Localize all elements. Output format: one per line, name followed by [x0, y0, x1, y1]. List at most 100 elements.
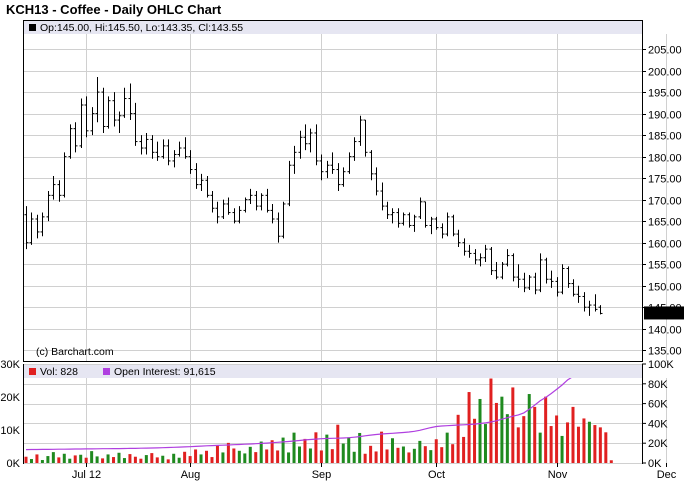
volume-bar [90, 451, 94, 463]
ohlc-bar [215, 201, 220, 224]
open-interest-line [25, 370, 634, 451]
ohlc-bar [298, 130, 303, 159]
volume-bar [287, 452, 291, 463]
volume-bar [73, 455, 77, 463]
volume-bar [122, 458, 126, 463]
ohlc-bar [40, 212, 45, 237]
volume-bar [330, 449, 334, 463]
ohlc-bar [429, 216, 434, 235]
price-y-tick-label: 140.00 [648, 325, 682, 337]
volume-bar [270, 440, 274, 463]
volume-bar [456, 414, 460, 463]
volume-bar [396, 447, 400, 463]
volume-bar [292, 432, 296, 463]
ohlc-bar [232, 208, 237, 224]
price-panel [23, 20, 643, 362]
volume-bar [161, 455, 165, 463]
volume-bar [511, 387, 515, 463]
volume-bar [314, 432, 318, 463]
volume-bar [188, 456, 192, 463]
volume-bar [308, 448, 312, 463]
ohlc-bar [374, 167, 379, 196]
x-tick-label: Oct [428, 469, 445, 481]
ohlc-bar [205, 175, 210, 198]
volume-bar [144, 455, 148, 463]
ohlc-bar [566, 266, 571, 288]
volume-bar [259, 441, 263, 463]
volume-bar [51, 452, 55, 463]
ohlc-bar [303, 124, 308, 151]
ohlc-bar [183, 137, 188, 159]
volume-bar [248, 446, 252, 463]
ohlc-bar [489, 246, 494, 275]
volume-bar [609, 460, 613, 463]
volume-bar [451, 444, 455, 463]
last-price-badge [644, 306, 684, 320]
volume-bar [598, 427, 602, 463]
price-y-axis: 135.00140.00145.00150.00155.00160.00165.… [642, 45, 682, 358]
x-tick-label: Dec [657, 469, 677, 481]
volume-legend-box [24, 365, 642, 378]
ohlc-bar [401, 212, 406, 226]
volume-bar [500, 396, 504, 463]
ohlc-bar [358, 115, 363, 146]
oi-y-tick-label: 40K [648, 418, 668, 430]
volume-bar [79, 454, 83, 463]
volume-bar [407, 452, 411, 463]
ohlc-bar [363, 119, 368, 157]
price-y-tick-label: 190.00 [648, 110, 682, 122]
ohlc-bar [128, 83, 133, 121]
volume-y-tick-label: 30K [0, 359, 20, 371]
price-legend-marker [29, 24, 36, 31]
ohlc-bar [369, 150, 374, 181]
ohlc-bar [319, 154, 324, 181]
volume-bar [194, 449, 198, 463]
ohlc-bar [172, 150, 177, 168]
volume-bar [177, 457, 181, 463]
ohlc-bar [57, 180, 62, 202]
x-tick-label: Nov [548, 469, 568, 481]
volume-bar [478, 398, 482, 463]
ohlc-bar [451, 214, 456, 237]
ohlc-bar [254, 191, 259, 211]
ohlc-bar [576, 285, 581, 303]
ohlc-bar [237, 206, 242, 224]
volume-bar [24, 456, 28, 463]
ohlc-bar [292, 145, 297, 174]
volume-y-tick-label: 20K [0, 392, 20, 404]
ohlc-bar [221, 199, 226, 220]
ohlc-bar [101, 87, 106, 133]
ohlc-bar [144, 132, 149, 155]
ohlc-bar [352, 137, 357, 161]
ohlc-bar [150, 135, 155, 159]
oi-y-tick-label: 0K [648, 458, 662, 470]
ohlc-bar [522, 272, 527, 293]
ohlc-bar [423, 201, 428, 228]
ohlc-bar [314, 124, 319, 166]
ohlc-bar [29, 212, 34, 245]
ohlc-bar [478, 253, 483, 267]
ohlc-bar [538, 253, 543, 293]
price-y-tick-label: 205.00 [648, 45, 682, 57]
volume-bar [560, 435, 564, 463]
oi-y-tick-label: 60K [648, 399, 668, 411]
volume-bar [215, 445, 219, 463]
oi-y-tick-label: 20K [648, 438, 668, 450]
volume-bar [155, 457, 159, 463]
ohlc-bar [117, 111, 122, 133]
vol-legend-marker [29, 368, 36, 375]
ohlc-bar [46, 191, 51, 222]
ohlc-bar [462, 238, 467, 256]
ohlc-bar [194, 163, 199, 189]
ohlc-bar [243, 197, 248, 213]
ohlc-bar [199, 173, 204, 192]
volume-bar [101, 458, 105, 463]
volume-bar [467, 392, 471, 463]
x-tick-label: Sep [312, 469, 332, 481]
price-grid [24, 34, 667, 361]
volume-bar [68, 458, 72, 463]
ohlc-bar [84, 96, 89, 138]
ohlc-bar [380, 182, 385, 211]
volume-bar [106, 454, 110, 463]
ohlc-bar [483, 244, 488, 263]
